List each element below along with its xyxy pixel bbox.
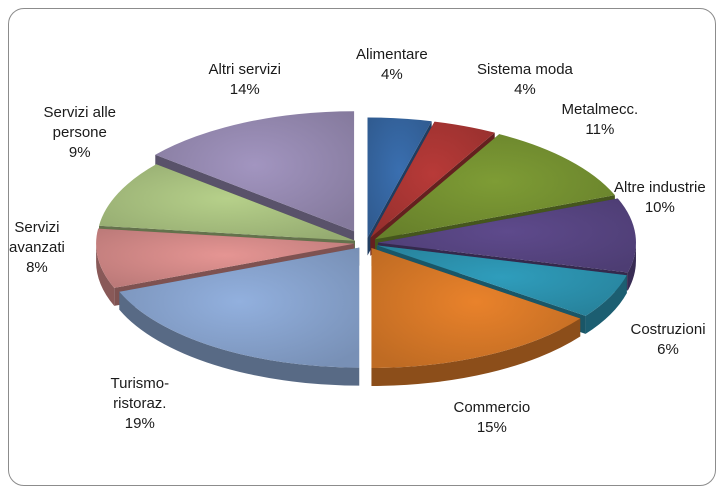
slice-category-label: Commercio <box>453 399 531 416</box>
slice-category-label: Altre industrie <box>614 179 706 196</box>
slice-value-label: 8% <box>26 259 48 276</box>
slice-top <box>119 247 360 368</box>
slice-category-label: Turismo- <box>110 375 170 392</box>
slice-top <box>376 245 627 316</box>
slice-top <box>370 121 495 238</box>
slice-label: Turismo-ristoraz. 19% <box>111 374 170 434</box>
slice-category-label: Sistema moda <box>477 61 573 78</box>
slice-top <box>155 111 355 232</box>
slice-value-label: 6% <box>657 341 679 358</box>
slice-value-label: 14% <box>229 81 260 98</box>
slice-side <box>119 291 360 386</box>
slice-category-label: Metalmecc. <box>561 101 639 118</box>
slice-top <box>371 247 581 368</box>
slice-value-label: 11% <box>585 121 615 138</box>
slice-side <box>96 243 115 306</box>
slice-category-label: Costruzioni <box>630 321 706 338</box>
slice-value-label: 10% <box>644 199 675 216</box>
slice-top <box>377 198 636 273</box>
slice-label: Servizi alle persone 9% <box>44 103 117 163</box>
slice-label: Servizi avanzati 8% <box>9 218 65 278</box>
slice-commercio <box>371 247 581 386</box>
slice-label: Costruzioni 6% <box>631 320 706 360</box>
slice-label: Sistema moda 4% <box>477 60 573 100</box>
slice-category-label: avanzati <box>9 239 65 256</box>
slice-top <box>99 164 355 241</box>
slice-value-label: 4% <box>514 81 536 98</box>
slice-value-label: 9% <box>68 144 91 161</box>
slice-category-label: Alimentare <box>356 46 428 63</box>
slice-value-label: 4% <box>381 66 403 83</box>
slice-label: Metalmecc. 11% <box>562 100 639 140</box>
slice-side <box>627 242 636 291</box>
slice-category-label: ristoraz. <box>113 395 167 412</box>
slice-value-label: 19% <box>124 415 155 432</box>
slice-category-label: Servizi <box>14 219 60 236</box>
slice-label: Altri servizi 14% <box>209 60 282 100</box>
slice-category-label: Servizi alle <box>43 104 117 121</box>
slice-value-label: 15% <box>476 419 507 436</box>
slice-side <box>585 275 627 334</box>
slice-label: Altre industrie 10% <box>614 178 706 218</box>
slice-top <box>375 134 615 240</box>
slice-top <box>367 117 432 238</box>
slice-label: Alimentare 4% <box>356 45 428 85</box>
slice-turismo-ristoraz <box>119 247 360 386</box>
slice-top <box>96 228 355 288</box>
slice-category-label: persone <box>52 124 107 141</box>
slice-side <box>371 318 581 386</box>
slice-category-label: Altri servizi <box>208 61 282 78</box>
slice-label: Commercio 15% <box>454 398 531 438</box>
